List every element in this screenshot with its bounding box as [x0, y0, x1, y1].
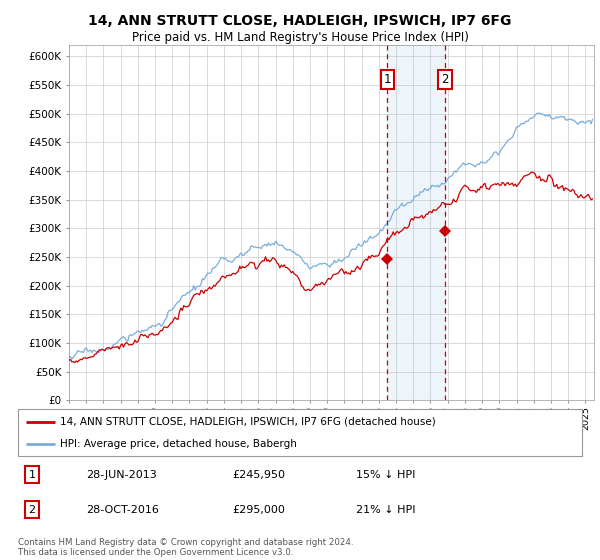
- Text: 21% ↓ HPI: 21% ↓ HPI: [356, 505, 416, 515]
- Text: 15% ↓ HPI: 15% ↓ HPI: [356, 470, 416, 479]
- Text: 1: 1: [29, 470, 35, 479]
- Text: 28-JUN-2013: 28-JUN-2013: [86, 470, 157, 479]
- Text: Price paid vs. HM Land Registry's House Price Index (HPI): Price paid vs. HM Land Registry's House …: [131, 31, 469, 44]
- Text: £295,000: £295,000: [232, 505, 285, 515]
- Text: Contains HM Land Registry data © Crown copyright and database right 2024.
This d: Contains HM Land Registry data © Crown c…: [18, 538, 353, 557]
- Text: 14, ANN STRUTT CLOSE, HADLEIGH, IPSWICH, IP7 6FG: 14, ANN STRUTT CLOSE, HADLEIGH, IPSWICH,…: [88, 14, 512, 28]
- Text: 1: 1: [383, 73, 391, 86]
- Text: 28-OCT-2016: 28-OCT-2016: [86, 505, 158, 515]
- Text: 14, ANN STRUTT CLOSE, HADLEIGH, IPSWICH, IP7 6FG (detached house): 14, ANN STRUTT CLOSE, HADLEIGH, IPSWICH,…: [60, 417, 436, 427]
- Bar: [388, 45, 445, 400]
- Text: HPI: Average price, detached house, Babergh: HPI: Average price, detached house, Babe…: [60, 438, 297, 449]
- Text: £245,950: £245,950: [232, 470, 286, 479]
- Text: 2: 2: [441, 73, 449, 86]
- Text: 2: 2: [29, 505, 35, 515]
- FancyBboxPatch shape: [18, 409, 582, 456]
